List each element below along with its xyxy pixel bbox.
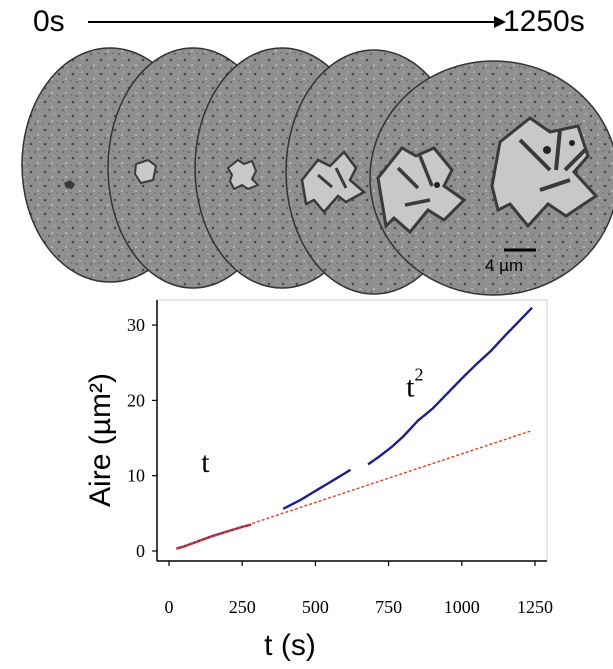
x-ticks: 0 250 500 750 1000 1250 [165,561,553,617]
timeline-end-label: 1250s [503,5,585,38]
annotation-superscript: 2 [415,365,424,385]
x-tick-label: 500 [302,597,329,617]
y-tick-label: 30 [127,315,145,335]
x-axis-label: t (s) [264,629,316,662]
x-tick-label: 1250 [517,597,553,617]
micrograph-sequence: 4 µm [21,47,613,296]
timeline: 0s 1250s [0,0,613,48]
x-tick-label: 0 [165,597,174,617]
x-tick-label: 750 [375,597,402,617]
annotation-layer: t t2 [201,365,423,479]
annotation-2: t2 [406,365,423,404]
x-tick-label: 1000 [444,597,480,617]
scale-bar-label: 4 µm [485,256,523,275]
y-tick-label: 0 [136,541,145,561]
series-line-4 [176,429,533,550]
y-tick-label: 20 [127,390,145,410]
y-axis-label: Aire (µm²) [84,373,117,507]
series-line-3 [367,306,533,466]
x-tick-label: 250 [229,597,256,617]
y-ticks: 0 10 20 30 [127,315,157,561]
timeline-start-label: 0s [33,5,65,38]
y-tick-label: 10 [127,466,145,486]
annotation-1: t [201,446,210,479]
timeline-arrow [88,16,506,28]
series-line-2 [282,468,352,510]
micrograph-frame-5: 4 µm [369,60,613,296]
plot-frame [156,299,548,562]
series-layer [175,306,533,550]
